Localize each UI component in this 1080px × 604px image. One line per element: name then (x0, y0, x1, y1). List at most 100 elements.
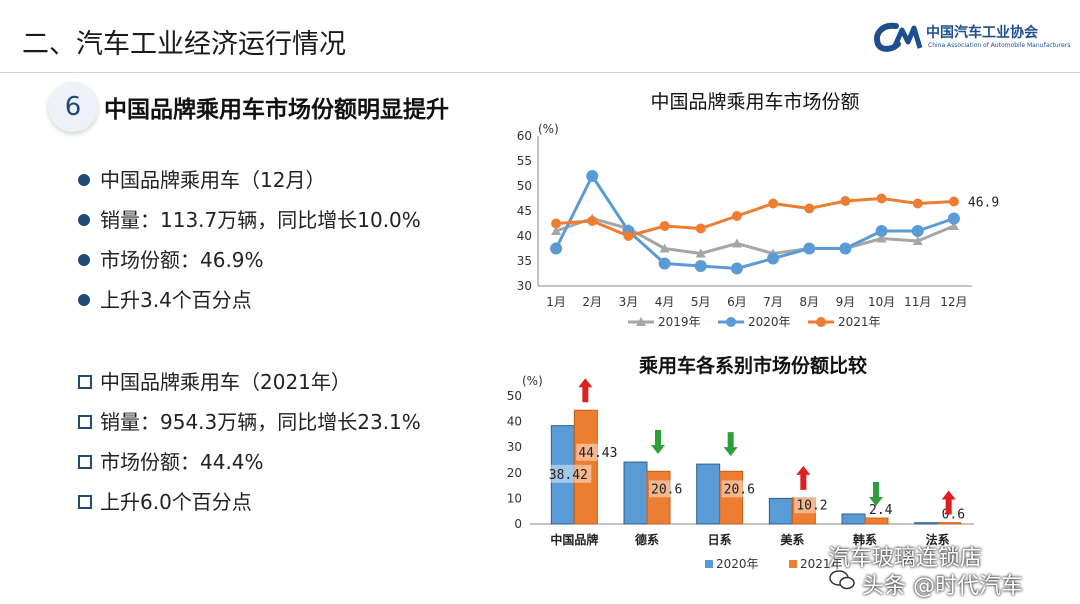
legend-swatch-2021 (789, 560, 797, 568)
point-series-2019 (695, 248, 706, 258)
bullet-item: 市场份额：46.9% (78, 240, 498, 280)
line-chart-x-tick: 11月 (904, 295, 931, 309)
point-series-2020 (875, 225, 888, 237)
bullet-item: 上升3.4个百分点 (78, 280, 498, 320)
point-series-2020 (911, 225, 924, 237)
legend-marker-series-2021 (816, 317, 826, 327)
point-series-2021 (840, 196, 851, 206)
monthly-bullets: 中国品牌乘用车（12月） 销量：113.7万辆，同比增长10.0% 市场份额：4… (78, 160, 498, 320)
bar-chart-y-tick: 30 (507, 440, 522, 454)
point-series-2020 (839, 242, 852, 255)
line-chart-x-tick: 3月 (619, 295, 639, 309)
line-chart-x-tick: 4月 (655, 295, 675, 309)
bar-2021 (791, 497, 816, 525)
bullet-text: 市场份额：44.4% (100, 450, 264, 474)
bar-chart-y-tick: 40 (507, 415, 522, 429)
line-chart-x-tick: 1月 (546, 295, 566, 309)
bullet-text: 市场份额：46.9% (100, 248, 264, 272)
line-chart-y-tick: 35 (517, 254, 532, 268)
data-label-2021: 10.2 (796, 498, 827, 513)
line-chart-x-tick: 2月 (582, 295, 602, 309)
line-chart-y-tick: 55 (517, 154, 532, 168)
bar-2021 (937, 521, 962, 525)
bar-chart-x-tick: 韩系 (853, 532, 877, 547)
header-divider (0, 72, 1080, 73)
bar-2021 (864, 517, 889, 525)
down-arrow-icon (651, 430, 665, 455)
data-label-2021: 20.6 (651, 482, 682, 497)
point-series-2019 (551, 226, 562, 235)
point-series-2021 (912, 198, 923, 209)
legend-label-series-2021: 2021年 (838, 315, 881, 329)
point-series-2020 (586, 170, 599, 182)
bar-2020 (696, 463, 721, 525)
legend-label-2021: 2021年 (800, 557, 843, 571)
point-series-2020 (767, 252, 780, 265)
bullet-square-icon (78, 415, 92, 429)
line-chart-y-tick: 30 (517, 279, 532, 293)
logo-english-text: China Association of Automobile Manufact… (928, 42, 1071, 49)
bar-chart-x-tick: 美系 (780, 532, 804, 547)
caam-logo-mark-icon (874, 22, 923, 52)
bar-chart-unit-label: (%) (522, 374, 543, 388)
data-label-bg (867, 500, 895, 518)
bar-2021 (719, 470, 744, 525)
bar-chart-x-tick: 德系 (635, 532, 659, 547)
point-series-2019 (876, 233, 887, 243)
data-label-bg (721, 480, 758, 498)
line-chart-y-tick: 40 (517, 229, 532, 243)
legend-label-2020: 2020年 (716, 557, 759, 571)
bar-chart-y-tick: 10 (507, 491, 522, 505)
line-chart: 中国品牌乘用车市场份额 (%) 30 35 40 45 50 55 60 1月 2月 3月 4月 5月 6月… (517, 91, 1000, 329)
data-label-bg (576, 443, 621, 461)
section-heading: 中国品牌乘用车市场份额明显提升 (104, 97, 449, 123)
line-chart-y-tick: 45 (517, 204, 532, 218)
point-series-2020 (658, 257, 671, 270)
bar-chart: 乘用车各系别市场份额比较 (%) 0 10 20 30 40 50 38.42 44.43 中国品牌… (507, 354, 974, 571)
bar-2021 (646, 470, 671, 525)
point-series-2021 (551, 218, 562, 229)
point-series-2021 (623, 231, 634, 241)
point-series-2019 (731, 238, 742, 248)
bullet-dot-icon (78, 254, 90, 266)
legend-swatch-2020 (705, 560, 713, 568)
bullet-square-icon (78, 455, 92, 469)
line-chart-x-tick: 6月 (727, 295, 747, 309)
section-number-badge: 6 (48, 82, 98, 132)
line-chart-x-tick: 12月 (940, 295, 967, 309)
line-series-2020 (554, 174, 955, 270)
bar-2020 (841, 513, 866, 525)
bullet-item: 中国品牌乘用车（12月） (78, 160, 498, 200)
bar-chart-y-tick: 20 (507, 466, 522, 480)
point-series-2019 (912, 236, 923, 245)
bullet-text: 销量：113.7万辆，同比增长10.0% (100, 208, 421, 232)
point-series-2020 (803, 242, 816, 255)
down-arrow-icon (723, 432, 738, 457)
bullet-text: 上升6.0个百分点 (100, 490, 252, 514)
up-arrow-icon (578, 378, 593, 403)
bar-chart-title: 乘用车各系别市场份额比较 (638, 354, 867, 377)
down-arrow-icon (869, 482, 883, 507)
bullet-text: 上升3.4个百分点 (100, 288, 252, 312)
annual-bullets: 中国品牌乘用车（2021年） 销量：954.3万辆，同比增长23.1% 市场份额… (78, 362, 498, 522)
point-series-2021 (731, 211, 742, 221)
bullet-item: 中国品牌乘用车（2021年） (78, 362, 498, 402)
bar-2020 (768, 497, 793, 525)
caam-logo: 中国汽车工业协会 China Association of Automobile… (872, 20, 1072, 56)
point-series-2021 (695, 223, 706, 234)
point-series-2020 (694, 260, 707, 272)
bullet-square-icon (78, 495, 92, 509)
point-series-2020 (947, 212, 960, 225)
line-series-2021 (555, 197, 954, 238)
bullet-dot-icon (78, 294, 90, 306)
point-series-2021 (804, 203, 815, 214)
bar-chart-y-tick: 50 (507, 389, 522, 403)
toutiao-icon (829, 570, 855, 590)
line-chart-x-tick: 7月 (763, 295, 783, 309)
bullet-text: 销量：954.3万辆，同比增长23.1% (100, 410, 421, 434)
line-chart-end-label: 46.9 (968, 196, 999, 211)
bar-chart-x-tick: 中国品牌 (550, 532, 598, 547)
data-label-2021: 44.43 (578, 446, 617, 461)
data-label-bg (649, 480, 685, 498)
point-series-2021 (876, 193, 887, 204)
